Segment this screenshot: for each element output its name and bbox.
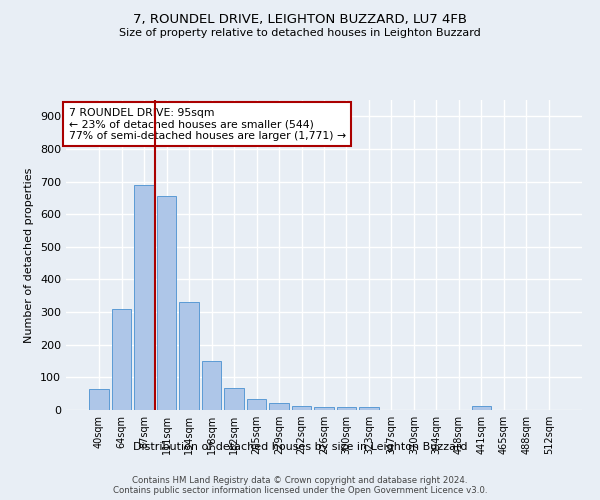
- Bar: [269, 403, 289, 410]
- Bar: [292, 406, 311, 410]
- Bar: [247, 398, 266, 410]
- Bar: [314, 406, 334, 410]
- Y-axis label: Number of detached properties: Number of detached properties: [25, 168, 34, 342]
- Text: Distribution of detached houses by size in Leighton Buzzard: Distribution of detached houses by size …: [133, 442, 467, 452]
- Text: Size of property relative to detached houses in Leighton Buzzard: Size of property relative to detached ho…: [119, 28, 481, 38]
- Text: Contains HM Land Registry data © Crown copyright and database right 2024.
Contai: Contains HM Land Registry data © Crown c…: [113, 476, 487, 495]
- Text: 7 ROUNDEL DRIVE: 95sqm
← 23% of detached houses are smaller (544)
77% of semi-de: 7 ROUNDEL DRIVE: 95sqm ← 23% of detached…: [68, 108, 346, 141]
- Bar: [472, 406, 491, 410]
- Bar: [157, 196, 176, 410]
- Bar: [89, 389, 109, 410]
- Bar: [202, 361, 221, 410]
- Bar: [224, 388, 244, 410]
- Bar: [112, 309, 131, 410]
- Bar: [359, 408, 379, 410]
- Bar: [134, 185, 154, 410]
- Text: 7, ROUNDEL DRIVE, LEIGHTON BUZZARD, LU7 4FB: 7, ROUNDEL DRIVE, LEIGHTON BUZZARD, LU7 …: [133, 12, 467, 26]
- Bar: [179, 302, 199, 410]
- Bar: [337, 406, 356, 410]
